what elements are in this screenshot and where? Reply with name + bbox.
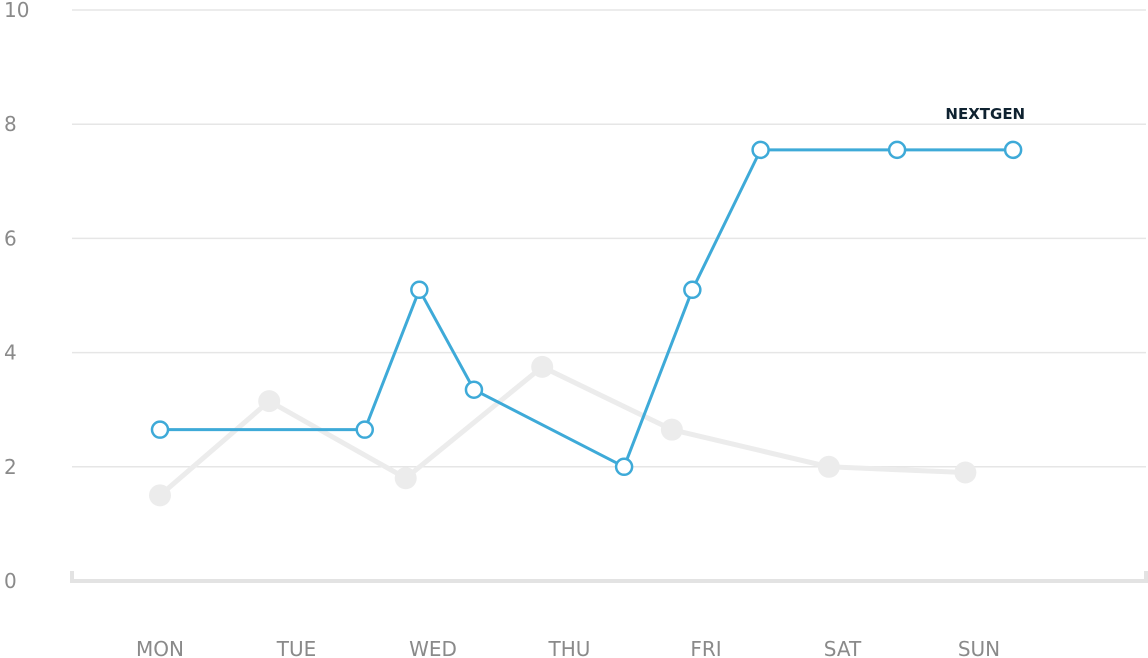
y-tick-label: 2 [4, 455, 17, 479]
series-labels: NEXTGEN [945, 105, 1025, 123]
series-nextgen [150, 140, 1023, 477]
y-tick-label: 8 [4, 112, 17, 136]
y-axis-tick-labels: 0 2 4 6 8 10 [4, 0, 29, 593]
x-tick-label-thu: THU [548, 637, 591, 658]
x-tick-label-wed: WED [409, 637, 457, 658]
data-point[interactable] [258, 390, 281, 413]
data-point[interactable] [660, 418, 683, 441]
x-axis-line [70, 571, 1148, 583]
data-point[interactable] [149, 484, 171, 507]
data-point[interactable] [817, 455, 840, 478]
data-point[interactable] [614, 457, 634, 477]
data-point[interactable] [464, 380, 484, 399]
x-tick-label-mon: MON [136, 637, 184, 658]
y-tick-label: 4 [4, 341, 17, 365]
data-point[interactable] [355, 420, 374, 439]
x-tick-label-sun: SUN [958, 637, 1000, 658]
y-tick-label: 0 [4, 569, 17, 593]
y-tick-label: 6 [4, 226, 17, 250]
data-point[interactable] [394, 467, 417, 490]
data-point[interactable] [1003, 140, 1023, 160]
data-point[interactable] [150, 420, 170, 439]
x-tick-label-fri: FRI [690, 637, 721, 658]
x-axis-tick-labels: MON TUE WED THU FRI SAT SUN [136, 637, 1000, 658]
y-tick-label: 10 [4, 0, 29, 22]
data-point[interactable] [410, 280, 429, 300]
series-secondary [149, 355, 977, 507]
data-point[interactable] [954, 461, 977, 484]
series-line [158, 148, 1015, 469]
data-point[interactable] [751, 140, 770, 160]
x-tick-label-sat: SAT [824, 637, 862, 658]
data-point[interactable] [887, 140, 907, 160]
x-tick-label-tue: TUE [276, 637, 317, 658]
data-point[interactable] [683, 280, 702, 300]
data-point[interactable] [531, 355, 554, 378]
series-layer [149, 140, 1023, 507]
series-label: NEXTGEN [945, 105, 1025, 123]
